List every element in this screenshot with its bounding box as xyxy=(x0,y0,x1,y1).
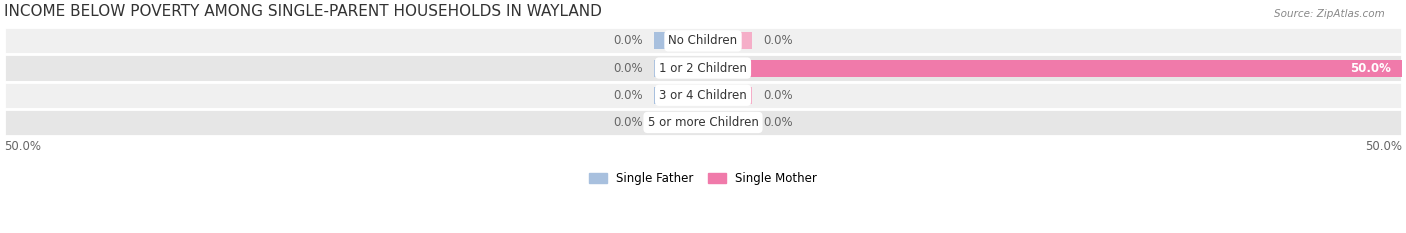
Text: 50.0%: 50.0% xyxy=(1350,62,1391,75)
Bar xyxy=(4,27,1402,55)
Text: 0.0%: 0.0% xyxy=(763,89,793,102)
Text: 3 or 4 Children: 3 or 4 Children xyxy=(659,89,747,102)
Text: 0.0%: 0.0% xyxy=(613,62,643,75)
Bar xyxy=(4,109,1402,136)
Text: 0.0%: 0.0% xyxy=(613,34,643,47)
Text: No Children: No Children xyxy=(668,34,738,47)
Text: 50.0%: 50.0% xyxy=(1365,140,1402,153)
Bar xyxy=(4,82,1402,109)
Text: 0.0%: 0.0% xyxy=(613,116,643,129)
Text: 0.0%: 0.0% xyxy=(763,34,793,47)
Bar xyxy=(654,87,703,104)
Bar xyxy=(703,87,752,104)
Bar xyxy=(654,32,703,49)
Bar xyxy=(4,55,1402,82)
Text: Source: ZipAtlas.com: Source: ZipAtlas.com xyxy=(1274,9,1385,19)
Text: INCOME BELOW POVERTY AMONG SINGLE-PARENT HOUSEHOLDS IN WAYLAND: INCOME BELOW POVERTY AMONG SINGLE-PARENT… xyxy=(4,4,602,19)
Bar xyxy=(703,32,752,49)
Text: 1 or 2 Children: 1 or 2 Children xyxy=(659,62,747,75)
Bar xyxy=(654,114,703,131)
Legend: Single Father, Single Mother: Single Father, Single Mother xyxy=(585,168,821,190)
Text: 50.0%: 50.0% xyxy=(4,140,41,153)
Bar xyxy=(703,114,752,131)
Text: 5 or more Children: 5 or more Children xyxy=(648,116,758,129)
Bar xyxy=(654,60,703,76)
Bar xyxy=(703,60,1402,76)
Text: 0.0%: 0.0% xyxy=(763,116,793,129)
Text: 0.0%: 0.0% xyxy=(613,89,643,102)
